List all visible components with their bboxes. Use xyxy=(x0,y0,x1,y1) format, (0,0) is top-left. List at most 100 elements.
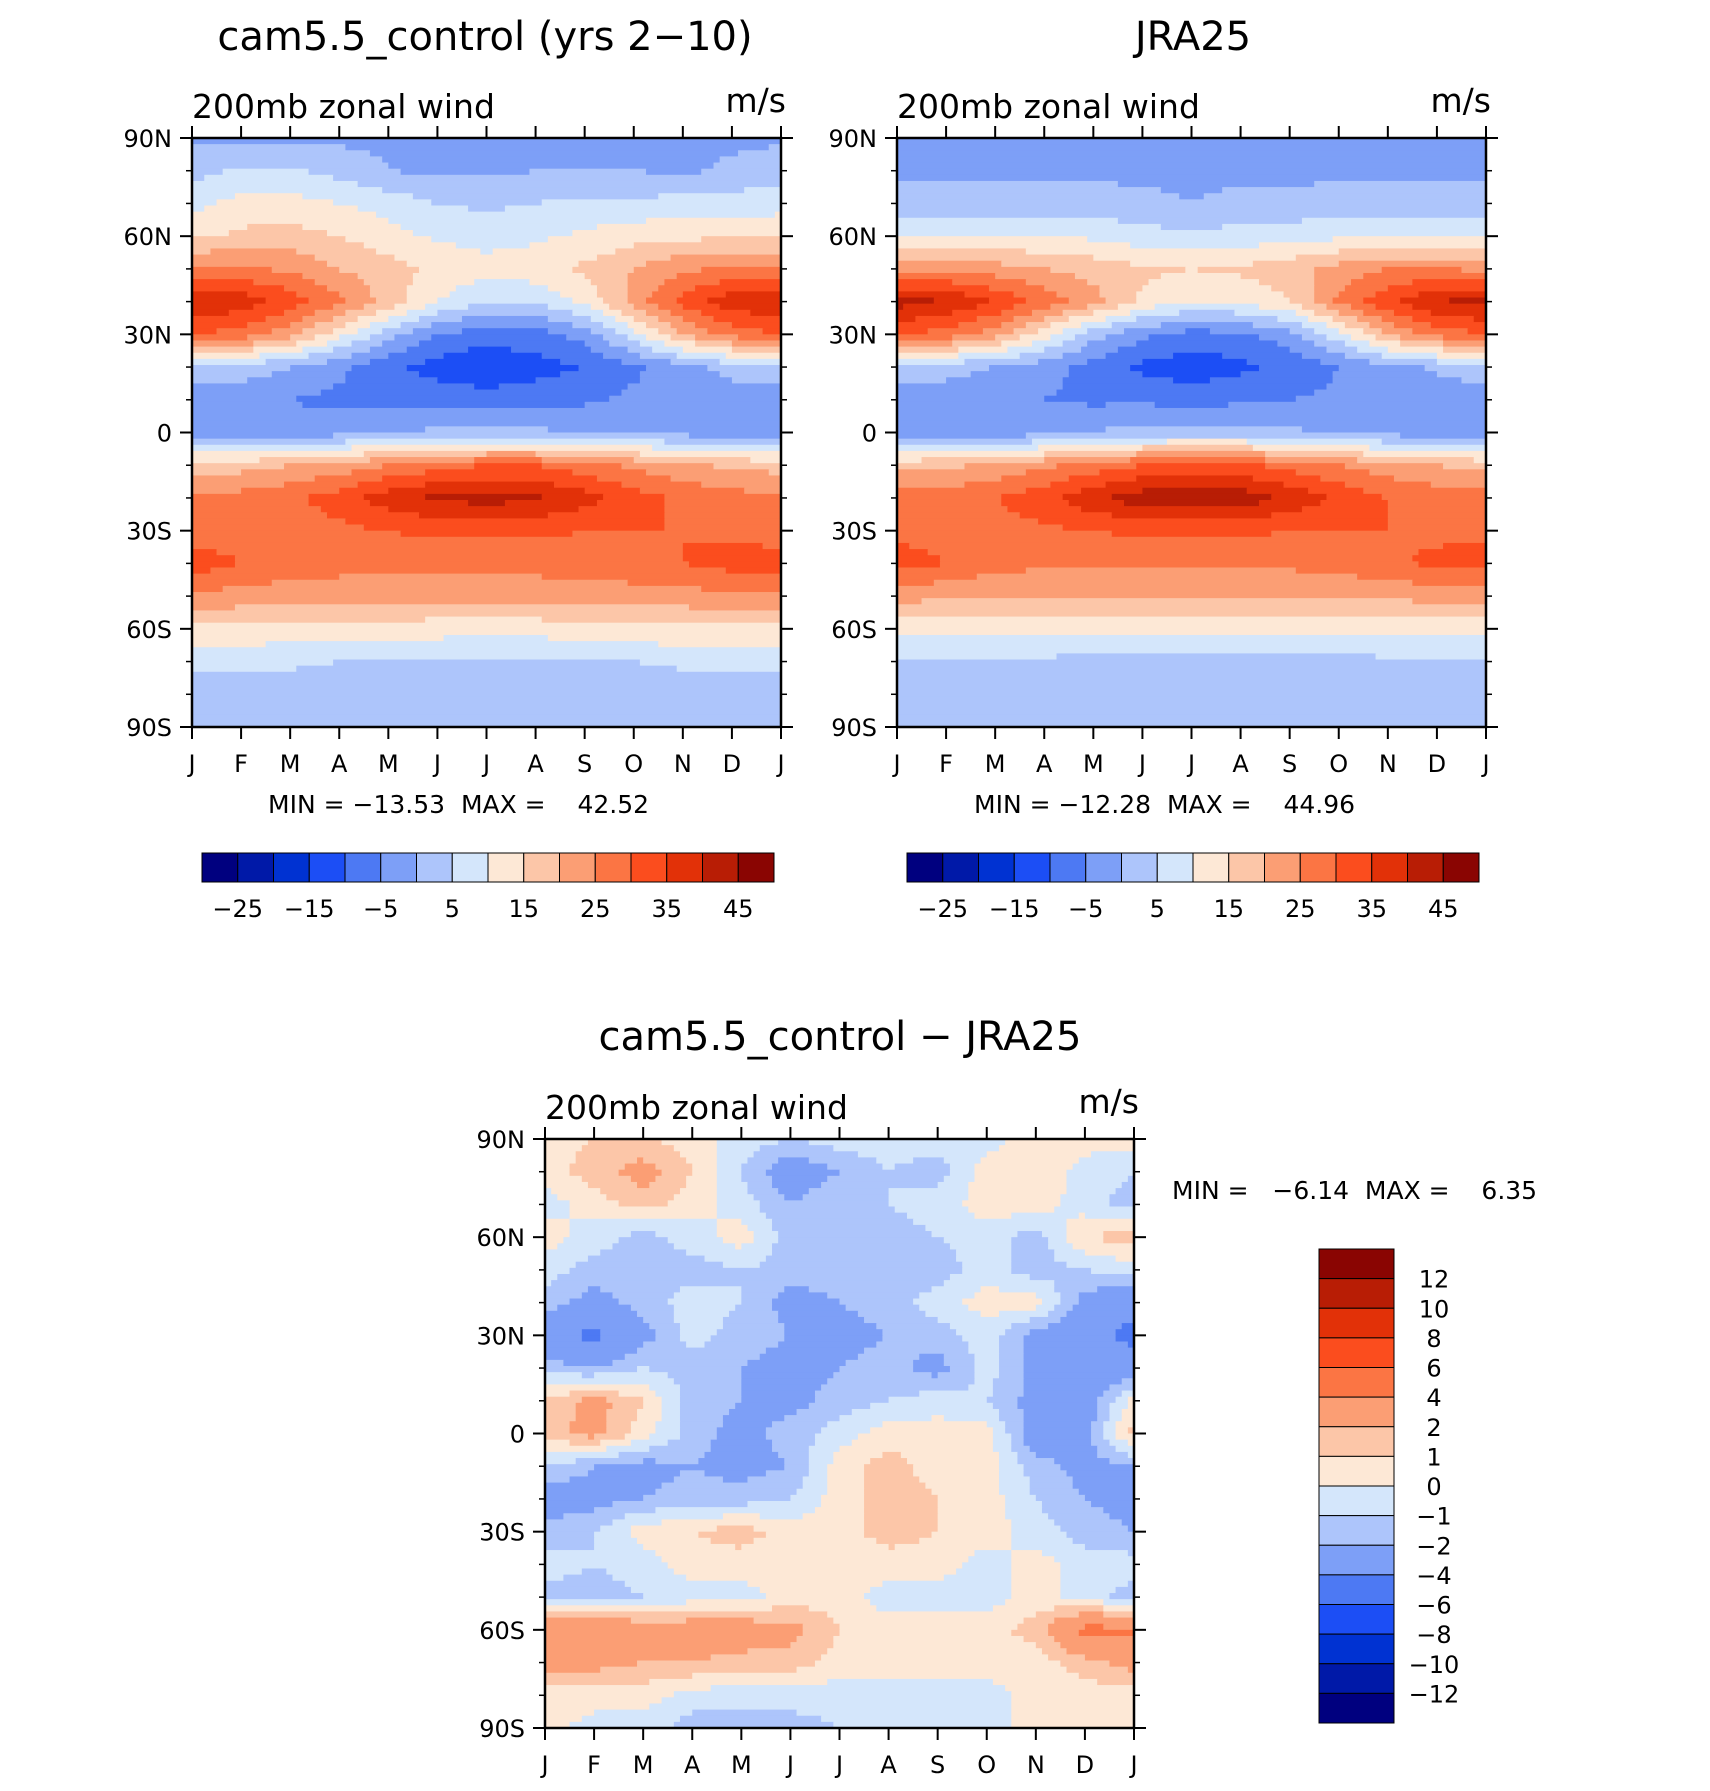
model-contour-cell xyxy=(670,358,721,366)
diff-contour-cell xyxy=(581,1568,607,1576)
diff-contour-cell xyxy=(661,1408,681,1416)
model-contour-cell xyxy=(192,487,242,495)
model-contour-cell xyxy=(308,297,346,305)
model-contour-cell xyxy=(192,162,389,170)
obs-contour-cell xyxy=(1074,334,1107,342)
model-contour-cell xyxy=(302,223,402,231)
model-contour-cell xyxy=(572,266,635,274)
obs-colorbar: −25 −15 −5 5 15 25 35 45 xyxy=(906,852,1480,923)
model-contour-cell xyxy=(192,463,285,470)
obs-colorbar-swatch xyxy=(1121,852,1158,883)
obs-contour-cell xyxy=(1369,444,1487,452)
model-contour-cell xyxy=(192,279,254,286)
diff-contour-cell xyxy=(637,1366,650,1373)
model-contour-cell xyxy=(627,285,659,292)
diff-contour-cell xyxy=(563,1237,620,1244)
diff-contour-cell xyxy=(545,1586,632,1594)
model-contour-cell xyxy=(664,512,782,519)
model-contour-cell xyxy=(302,272,359,280)
diff-contour-cell xyxy=(1011,1525,1061,1533)
model-contour-cell xyxy=(192,285,285,292)
diff-contour-cell xyxy=(1035,1611,1080,1619)
model-contour-cell xyxy=(658,328,678,335)
diff-contour-cell xyxy=(722,1415,785,1422)
diff-contour-cell xyxy=(655,1231,718,1238)
model-contour-cell xyxy=(192,168,224,176)
diff-colorbar-swatch xyxy=(1318,1663,1395,1694)
obs-contour-cell xyxy=(1179,309,1236,317)
obs-contour-cell xyxy=(1087,358,1144,366)
obs-contour-cell xyxy=(1130,309,1180,317)
diff-contour-cell xyxy=(655,1458,699,1465)
obs-contour-cell xyxy=(1062,309,1094,317)
diff-contour-cell xyxy=(581,1175,632,1183)
diff-contour-cell xyxy=(1023,1408,1098,1416)
model-contour-cell xyxy=(695,340,733,348)
model-contour-cell xyxy=(192,708,782,716)
diff-contour-cell xyxy=(1103,1623,1135,1631)
model-contour-cell xyxy=(738,334,782,342)
diff-contour-cell xyxy=(606,1427,632,1435)
obs-max-value: 44.96 xyxy=(1283,790,1355,819)
obs-contour-cell xyxy=(1326,303,1352,311)
diff-contour-cell xyxy=(679,1335,712,1343)
diff-contour-cell xyxy=(587,1470,681,1478)
diff-contour-cell xyxy=(913,1470,1000,1478)
model-contour-cell xyxy=(682,555,782,562)
diff-contour-cell xyxy=(1109,1408,1123,1416)
model-contour-cell xyxy=(615,315,635,323)
diff-contour-cell xyxy=(581,1145,675,1152)
obs-contour-cell xyxy=(1246,487,1309,495)
diff-contour-cell xyxy=(1127,1402,1135,1410)
obs-contour-cell xyxy=(897,647,1487,654)
diff-contour-cell xyxy=(1121,1415,1135,1422)
obs-contour-cell xyxy=(897,407,1487,415)
diff-contour-cell xyxy=(778,1237,945,1244)
obs-contour-cell xyxy=(1375,334,1401,342)
diff-contour-cell xyxy=(864,1482,926,1490)
model-contour-cell xyxy=(406,291,451,299)
diff-contour-cell xyxy=(545,1593,644,1600)
model-contour-cell xyxy=(412,328,463,335)
model-contour-cell xyxy=(192,352,261,360)
model-contour-cell xyxy=(320,506,389,513)
diff-contour-cell xyxy=(722,1476,749,1484)
model-contour-cell xyxy=(529,279,592,286)
obs-contour-cell xyxy=(1105,481,1285,489)
model-contour-cell xyxy=(676,272,782,280)
diff-contour-cell xyxy=(545,1599,687,1606)
diff-contour-cell xyxy=(974,1175,1068,1183)
diff-contour-cell xyxy=(796,1408,853,1416)
model-contour-cell xyxy=(382,340,420,348)
obs-contour-cell xyxy=(939,555,1413,562)
diff-contour-cell xyxy=(1060,1525,1129,1533)
diff-contour-cell xyxy=(1054,1458,1111,1465)
diff-contour-cell xyxy=(827,1421,884,1428)
diff-contour-cell xyxy=(1097,1451,1129,1459)
diff-contour-cell xyxy=(827,1470,865,1478)
model-contour-cell xyxy=(192,328,218,335)
model-contour-cell xyxy=(560,358,623,366)
model-contour-cell xyxy=(271,579,629,587)
diff-contour-cell xyxy=(937,1316,1031,1324)
model-contour-cell xyxy=(192,506,322,513)
diff-contour-cell xyxy=(1109,1415,1123,1422)
obs-contour-cell xyxy=(1400,432,1487,440)
obs-contour-cell xyxy=(1320,475,1395,483)
model-contour-cell xyxy=(541,457,635,464)
model-contour-cell xyxy=(192,358,267,366)
model-contour-cell xyxy=(468,346,512,354)
model-colorbar-swatch xyxy=(416,852,453,883)
diff-contour-cell xyxy=(1054,1617,1135,1625)
diff-colorbar-label: −8 xyxy=(1416,1621,1451,1649)
model-contour-cell xyxy=(695,334,739,342)
model-contour-cell xyxy=(192,248,212,256)
obs-contour-cell xyxy=(1203,193,1487,200)
diff-contour-cell xyxy=(606,1415,638,1422)
diff-y-tick-label: 30N xyxy=(477,1322,526,1350)
obs-contour-cell xyxy=(1289,346,1328,354)
diff-contour-cell xyxy=(882,1580,1012,1588)
model-contour-cell xyxy=(474,279,531,286)
obs-colorbar-swatch xyxy=(1299,852,1337,883)
diff-contour-cell xyxy=(1127,1175,1135,1183)
